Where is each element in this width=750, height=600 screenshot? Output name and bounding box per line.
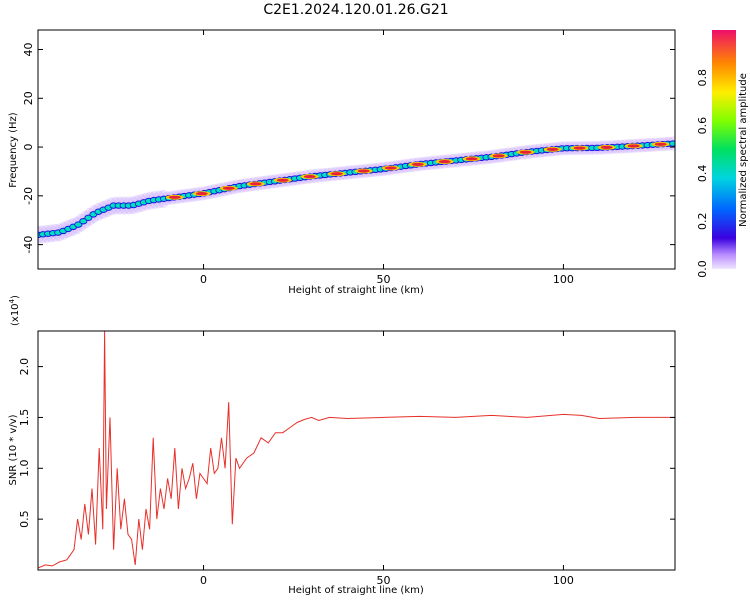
spectrogram-panel: 0 50 100 -40 -20 0 20 40 Height of straight lin… [8,29,676,296]
ridge-peak [411,162,424,166]
spectrogram-ytick-label: 20 [22,91,35,105]
ridge-peak [276,178,289,182]
ridge-peak [438,159,451,164]
colorbar-tick-label: 0.4 [696,165,709,183]
ridge-core-cell [669,141,675,146]
ridge-peak [195,192,208,196]
ridge-peak [330,172,343,176]
ridge-peak [303,174,316,179]
ridge-peak [573,146,586,150]
snr-ticks: 0 50 100 0.5 1.0 1.5 2.0 [18,331,675,587]
spectrogram-ytick-label: -40 [22,236,35,254]
figure-title: C2E1.2024.120.01.26.G21 [263,2,448,18]
spectrogram-ylabel: Frequency (Hz) [8,112,19,188]
snr-ylabel: SNR (10 * v/v) [8,414,19,485]
ridge-core-cell [75,222,82,227]
spectrogram-xtick-label: 100 [553,273,574,286]
colorbar-tick-label: 0.6 [696,117,709,135]
ridge-peak [492,154,505,158]
spectrogram-frame [37,29,676,270]
snr-ytick-label: 2.0 [18,358,31,376]
snr-ytick-label: 1.5 [18,409,31,427]
ridge-core-cell [85,215,92,220]
spectrogram-ticks: 0 50 100 -40 -20 0 20 40 [22,30,675,286]
spectrogram-ytick-label: -20 [22,187,35,205]
ridge-peak [600,145,613,150]
ridge-peak [654,142,667,146]
spectrogram-xlabel: Height of straight line (km) [288,285,424,296]
ridge-peak [627,144,640,148]
ridge-peak [546,147,559,151]
ridge-core-cell [80,219,87,224]
ridge-peak [465,157,478,161]
ridge-peak [357,169,370,173]
ridge-peak [384,166,397,170]
snr-xtick-label: 50 [376,574,390,587]
ridge-peak [222,186,235,190]
colorbar-tick-label: 0.8 [696,69,709,87]
colorbar-tick-label: 0.0 [696,260,709,278]
ridge-heatmap [38,136,675,244]
snr-scale-label: (x104) [8,295,21,326]
snr-xtick-label: 0 [200,574,207,587]
snr-xtick-label: 100 [553,574,574,587]
snr-xlabel: Height of straight line (km) [288,585,424,596]
snr-ytick-label: 0.5 [18,510,31,528]
snr-series-line [38,331,675,569]
colorbar-ticks: 0.0 0.2 0.4 0.6 0.8 [696,69,709,278]
spectrogram-ytick-label: 40 [22,43,35,57]
snr-panel: 0 50 100 0.5 1.0 1.5 2.0 Height of straight li… [8,295,676,596]
colorbar: 0.0 0.2 0.4 0.6 0.8 Normalized spectral ampl… [696,30,749,278]
spectrogram-xtick-label: 0 [200,273,207,286]
ridge-peak [168,195,181,199]
spectrogram-xtick-label: 50 [376,273,390,286]
colorbar-label: Normalized spectral amplitude [738,73,749,227]
ridge-peak [249,182,262,186]
snr-ytick-label: 1.0 [18,460,31,478]
colorbar-gradient [712,30,736,269]
snr-frame [37,330,676,571]
colorbar-tick-label: 0.2 [696,212,709,230]
spectrogram-ytick-label: 0 [22,144,35,151]
ridge-peak [519,150,532,154]
